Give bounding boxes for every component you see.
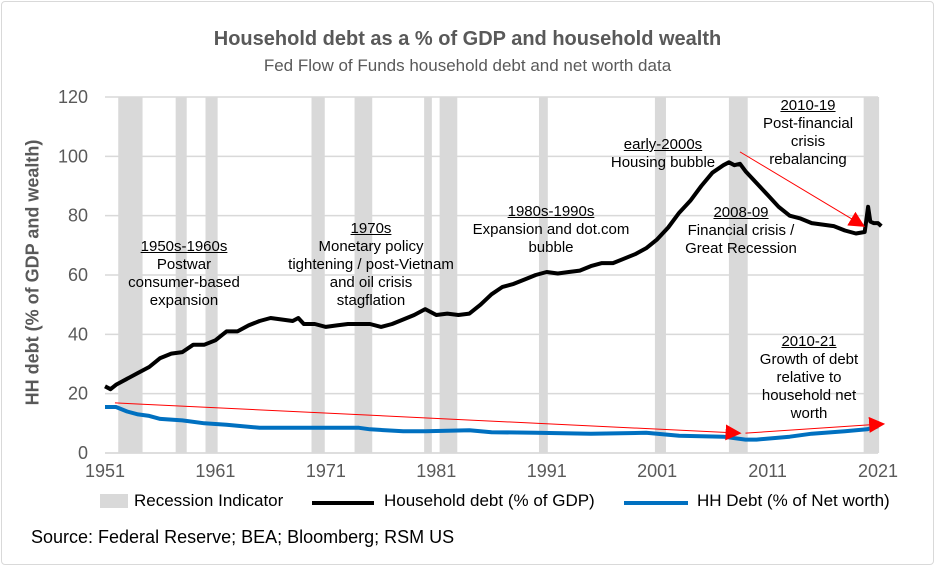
recession-bar bbox=[654, 97, 666, 453]
annotation-line: consumer-based bbox=[128, 274, 240, 291]
hh-debt-net-worth-line bbox=[105, 405, 879, 442]
recession-bar bbox=[175, 97, 187, 453]
x-tick-label: 1951 bbox=[85, 461, 125, 481]
annotation-line: crisis bbox=[790, 133, 826, 150]
annotation-line: Monetary policy bbox=[318, 238, 424, 255]
annotation-heading: 2010-19 bbox=[780, 97, 836, 114]
y-tick-label: 120 bbox=[58, 87, 88, 107]
y-tick-label: 20 bbox=[68, 384, 88, 404]
annotation-heading: 1950s-1960s bbox=[140, 238, 228, 255]
annotation-line: relative to bbox=[776, 369, 842, 386]
y-tick-label: 0 bbox=[78, 443, 88, 463]
legend-swatch-recession bbox=[100, 494, 128, 508]
recession-bar bbox=[863, 97, 880, 453]
annotation-1950s: 1950s-1960s Postwar consumer-based expan… bbox=[128, 238, 240, 310]
legend-swatch-hh-debt-net-worth bbox=[624, 501, 688, 505]
annotation-1970s: 1970s Monetary policy tightening / post-… bbox=[288, 220, 454, 310]
legend-item-hh-debt-net-worth: HH Debt (% of Net worth) bbox=[624, 491, 890, 511]
trend-arrow bbox=[745, 416, 886, 434]
x-tick-label: 2001 bbox=[637, 461, 677, 481]
annotation-line: Great Recession bbox=[685, 240, 797, 257]
legend-item-recession: Recession Indicator bbox=[100, 491, 283, 511]
legend-swatch-household-debt bbox=[312, 501, 374, 505]
legend-label: HH Debt (% of Net worth) bbox=[697, 491, 890, 510]
x-tick-label: 2021 bbox=[858, 461, 898, 481]
annotation-line: bubble bbox=[528, 239, 574, 256]
recession-bar bbox=[728, 97, 748, 453]
annotation-line: worth bbox=[790, 405, 828, 422]
recession-bar bbox=[118, 97, 143, 453]
y-tick-label: 100 bbox=[58, 146, 88, 166]
recession-bar bbox=[424, 97, 432, 453]
annotation-line: household net bbox=[761, 387, 857, 404]
x-tick-label: 1961 bbox=[195, 461, 235, 481]
legend-label: Household debt (% of GDP) bbox=[384, 491, 595, 510]
annotation-heading: 1980s-1990s bbox=[507, 203, 595, 220]
annotation-line: Financial crisis / bbox=[687, 222, 795, 239]
recession-bar bbox=[439, 97, 458, 453]
annotation-line: expansion bbox=[149, 292, 219, 309]
annotation-line: Housing bubble bbox=[610, 154, 716, 171]
annotation-line: rebalancing bbox=[769, 151, 847, 168]
trend-arrow bbox=[739, 151, 866, 227]
y-tick-label: 60 bbox=[68, 265, 88, 285]
annotation-1980s-1990s: 1980s-1990s Expansion and dot.com bubble bbox=[473, 203, 630, 257]
annotation-2010-19: 2010-19 Post-financial crisis rebalancin… bbox=[763, 97, 853, 169]
recession-bar bbox=[354, 97, 373, 453]
annotation-2010-21: 2010-21 Growth of debt relative to house… bbox=[760, 333, 858, 423]
recession-bar bbox=[311, 97, 325, 453]
annotation-heading: 1970s bbox=[350, 220, 392, 237]
recession-bar bbox=[538, 97, 548, 453]
x-tick-label: 1981 bbox=[416, 461, 456, 481]
annotation-2008-09: 2008-09 Financial crisis / Great Recessi… bbox=[685, 204, 797, 258]
annotation-line: Post-financial bbox=[762, 115, 854, 132]
source-note: Source: Federal Reserve; BEA; Bloomberg;… bbox=[31, 527, 455, 547]
annotation-line: tightening / post-Vietnam bbox=[288, 256, 454, 273]
annotation-heading: early-2000s bbox=[623, 136, 703, 153]
annotation-line: Growth of debt bbox=[759, 351, 859, 368]
legend-label: Recession Indicator bbox=[134, 491, 284, 510]
chart-title: Household debt as a % of GDP and househo… bbox=[213, 28, 722, 50]
annotation-early-2000s: early-2000s Housing bubble bbox=[611, 136, 715, 172]
annotation-line: stagflation bbox=[336, 292, 406, 309]
annotation-heading: 2008-09 bbox=[713, 204, 769, 221]
x-tick-label: 1991 bbox=[527, 461, 567, 481]
annotation-heading: 2010-21 bbox=[781, 333, 837, 350]
chart-subtitle: Fed Flow of Funds household debt and net… bbox=[263, 56, 672, 75]
household-debt-gdp-line bbox=[104, 160, 883, 392]
legend-item-household-debt: Household debt (% of GDP) bbox=[312, 491, 595, 511]
annotation-line: and oil crisis bbox=[329, 274, 413, 291]
trend-arrow bbox=[114, 402, 742, 441]
annotation-line: Expansion and dot.com bbox=[472, 221, 630, 238]
x-tick-label: 2011 bbox=[748, 461, 787, 481]
recession-bar bbox=[205, 97, 218, 453]
x-tick-label: 1971 bbox=[306, 461, 346, 481]
annotation-line: Postwar bbox=[156, 256, 212, 273]
y-tick-label: 40 bbox=[68, 324, 88, 344]
y-tick-label: 80 bbox=[68, 206, 88, 226]
